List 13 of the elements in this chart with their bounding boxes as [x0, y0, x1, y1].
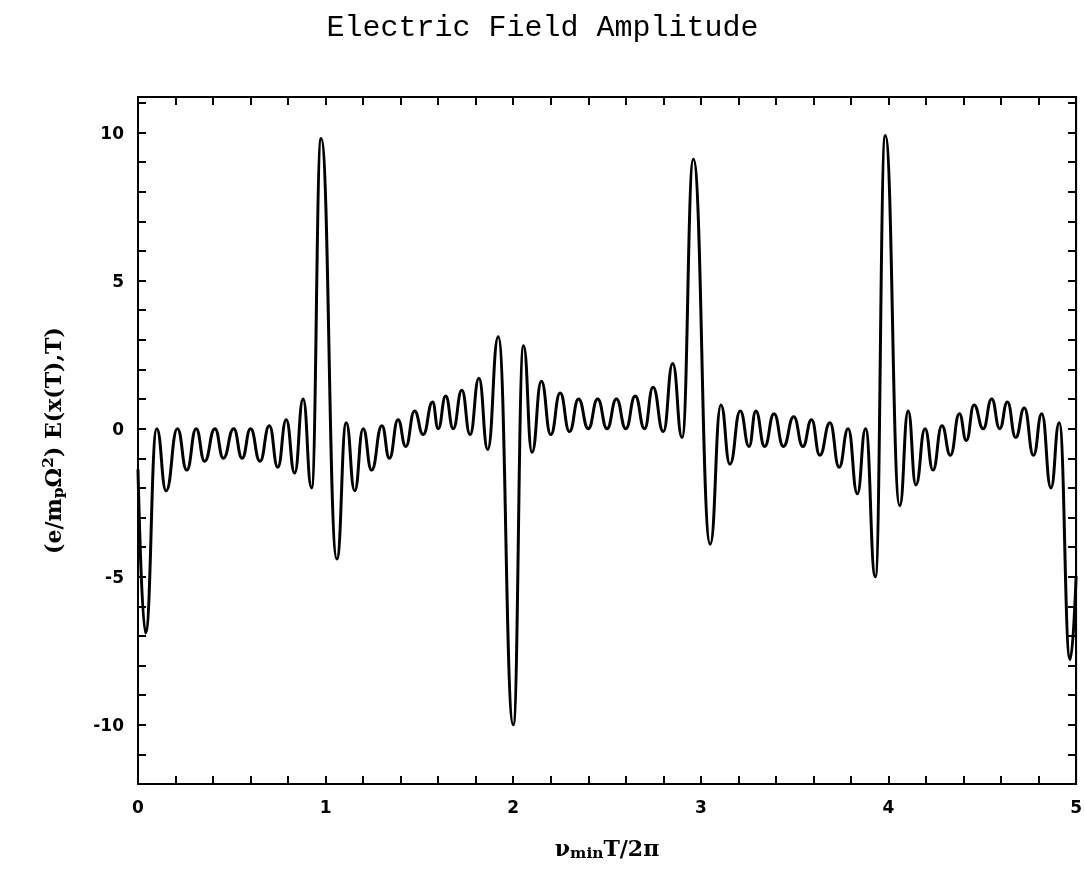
y-tick-label: 0	[112, 418, 125, 439]
y-tick-label: 10	[100, 122, 125, 143]
x-tick-label: 0	[132, 796, 145, 817]
x-tick-label: 3	[694, 796, 707, 817]
y-tick-label: -10	[93, 714, 125, 735]
chart-title: Electric Field Amplitude	[326, 11, 759, 45]
x-tick-label: 2	[507, 796, 520, 817]
x-tick-label: 1	[319, 796, 332, 817]
x-tick-label: 5	[1070, 796, 1083, 817]
x-tick-label: 4	[882, 796, 895, 817]
y-tick-label: 5	[112, 270, 124, 291]
y-axis-title: (e/mpΩ2) E(x(T),T)	[38, 327, 67, 554]
y-tick-label: -5	[105, 566, 124, 587]
